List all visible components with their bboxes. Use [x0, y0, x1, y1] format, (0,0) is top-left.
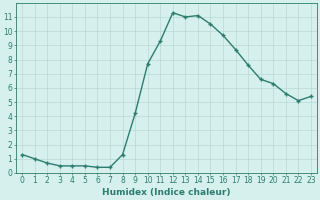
X-axis label: Humidex (Indice chaleur): Humidex (Indice chaleur)	[102, 188, 231, 197]
